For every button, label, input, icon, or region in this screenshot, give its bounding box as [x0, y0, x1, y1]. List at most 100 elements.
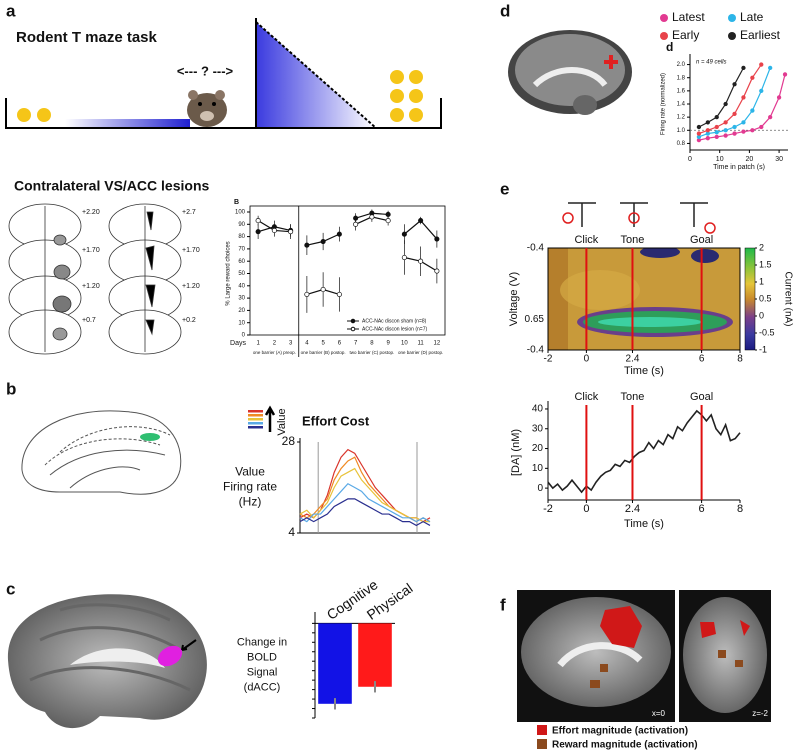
legend-swatch	[248, 418, 263, 421]
bar	[318, 623, 352, 704]
data-point	[336, 291, 342, 297]
data-point	[750, 128, 755, 133]
section-label: +1.20	[182, 283, 200, 290]
y-tick-label: 1.4	[677, 102, 686, 108]
data-point	[705, 120, 710, 125]
x-tick-label: 1	[256, 341, 260, 347]
data-point	[723, 133, 728, 138]
y-tick-label: -0.4	[527, 243, 545, 254]
colorbar-tick-label: -0.5	[759, 327, 775, 337]
y-axis-label: Change in	[237, 636, 287, 648]
data-point	[723, 101, 728, 107]
data-point	[732, 124, 737, 130]
x-tick-label: 4	[305, 341, 309, 347]
legend-title: Value	[276, 408, 288, 435]
y-tick-label: 30	[532, 423, 544, 434]
data-point	[434, 268, 440, 274]
y-tick-label: 10	[532, 463, 544, 474]
x-tick-label: 9	[386, 341, 390, 347]
data-point	[304, 291, 310, 297]
data-point	[320, 286, 326, 293]
data-point	[741, 65, 746, 71]
y-axis-label: [DA] (nM)	[510, 429, 522, 476]
y-tick-label: 70	[238, 246, 245, 252]
subpanel-label: B	[234, 199, 239, 206]
data-point	[732, 82, 737, 87]
event-label: Click	[574, 234, 598, 246]
legend-label: Latest	[672, 10, 705, 24]
event-label: Tone	[621, 234, 645, 246]
x-tick-label: 3	[289, 341, 293, 347]
y-tick-label: 60	[238, 259, 245, 265]
data-point	[741, 120, 746, 125]
data-point	[782, 72, 788, 77]
series-line	[698, 67, 744, 128]
panel-label: e	[500, 179, 509, 198]
x-tick-label: 6	[699, 503, 705, 515]
data-point	[705, 128, 710, 133]
colorbar-tick-label: 1.5	[759, 259, 772, 269]
legend-label: Earliest	[740, 28, 781, 42]
data-point	[353, 221, 359, 227]
group-label: two barrier (C) postop.	[349, 350, 394, 355]
x-tick-label: 5	[321, 341, 325, 347]
data-point	[434, 236, 440, 242]
x-tick-label: 0	[688, 156, 692, 163]
data-point	[759, 88, 764, 94]
y-tick-label: 1.6	[677, 88, 686, 94]
data-point	[759, 62, 764, 67]
data-point	[255, 229, 261, 235]
legend-marker	[728, 14, 736, 22]
x-tick-label: 2.4	[626, 354, 640, 365]
data-point	[714, 134, 719, 140]
data-point	[401, 231, 407, 237]
x-tick-label: 2	[273, 341, 277, 347]
y-axis-label: % Large reward choices	[226, 241, 232, 305]
x-tick-label: 20	[745, 156, 753, 163]
legend-label: Early	[672, 28, 699, 42]
data-point	[255, 218, 261, 224]
maze-choice: <--- ? --->	[177, 63, 234, 78]
data-point	[759, 124, 764, 130]
data-point	[776, 95, 782, 100]
y-tick-label: 0	[537, 483, 543, 494]
reward-pellets	[17, 70, 423, 122]
panel-label: a	[6, 1, 16, 20]
y-axis-label: BOLD	[247, 651, 277, 663]
y-tick-label: 80	[238, 234, 245, 240]
series-line	[299, 498, 431, 527]
data-point	[714, 124, 719, 130]
panel-label: d	[500, 1, 510, 20]
data-point	[385, 218, 391, 224]
chart-title: n = 49 cells	[696, 60, 727, 66]
y-tick-label: 100	[235, 210, 246, 216]
data-point	[741, 95, 746, 100]
image-label: z=-2	[752, 709, 768, 718]
y-axis-label: Voltage (V)	[508, 272, 520, 326]
section-label: +1.70	[82, 247, 100, 254]
legend-marker	[350, 318, 356, 324]
y-tick-label: 0	[242, 333, 246, 339]
data-point	[696, 124, 702, 130]
group-label: one barrier (A) preop.	[253, 350, 296, 355]
data-point	[336, 231, 342, 237]
y-tick-label: 2.0	[677, 62, 686, 68]
legend-label: Late	[740, 10, 764, 24]
chart-title: Effort Cost	[302, 413, 370, 428]
data-point	[723, 128, 728, 133]
x-tick-label: 8	[737, 503, 743, 515]
panel-label: b	[6, 379, 16, 398]
legend-arrow	[264, 405, 276, 432]
x-tick-label: 0	[583, 503, 589, 515]
x-axis-label: Time (s)	[624, 365, 664, 377]
x-tick-label: -2	[544, 354, 553, 365]
data-point	[271, 227, 277, 234]
legend-swatch	[248, 426, 263, 429]
legend-swatch	[248, 422, 263, 425]
data-point	[732, 131, 737, 136]
colorbar-tick-label: 2	[759, 242, 764, 252]
y-tick-label: 10	[238, 320, 245, 326]
group-label: one barrier (B) postop.	[301, 350, 346, 355]
brain-sections	[8, 203, 182, 355]
